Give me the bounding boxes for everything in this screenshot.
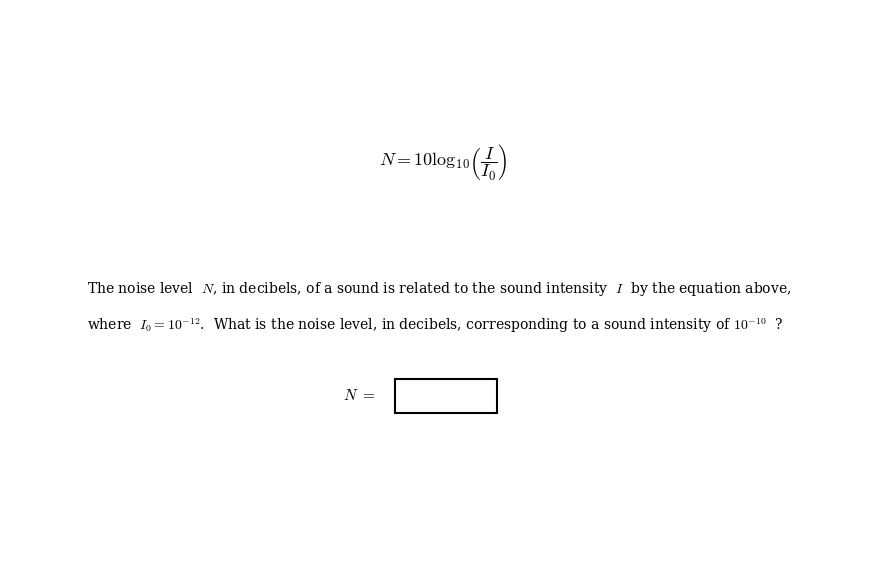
Text: $N~=$: $N~=$ [343, 388, 375, 403]
Text: $N = 10\log_{10}\!\left(\dfrac{I}{I_0}\right)$: $N = 10\log_{10}\!\left(\dfrac{I}{I_0}\r… [378, 141, 508, 182]
Text: The noise level  $N$, in decibels, of a sound is related to the sound intensity : The noise level $N$, in decibels, of a s… [87, 279, 790, 298]
Bar [394, 379, 496, 413]
Text: where  $I_0 = 10^{-12}$.  What is the noise level, in decibels, corresponding to: where $I_0 = 10^{-12}$. What is the nois… [87, 317, 782, 335]
